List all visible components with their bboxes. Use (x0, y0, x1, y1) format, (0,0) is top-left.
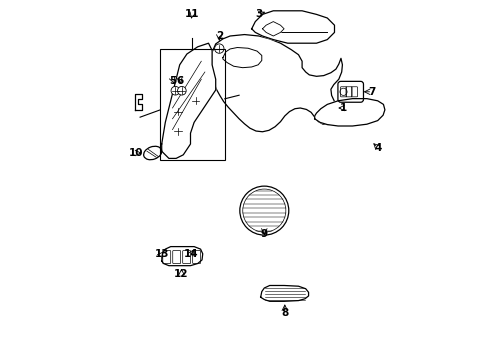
Polygon shape (262, 22, 284, 36)
Text: 13: 13 (154, 249, 169, 259)
Polygon shape (223, 48, 261, 68)
Text: 2: 2 (215, 31, 223, 41)
Text: 8: 8 (281, 308, 288, 318)
Polygon shape (162, 247, 203, 266)
Circle shape (239, 186, 288, 235)
Circle shape (177, 86, 186, 95)
Circle shape (214, 44, 224, 53)
Ellipse shape (143, 146, 162, 160)
Text: 4: 4 (373, 143, 381, 153)
Text: 1: 1 (339, 103, 346, 113)
Text: 6: 6 (177, 76, 183, 86)
Text: 7: 7 (368, 87, 375, 97)
Polygon shape (134, 94, 142, 110)
Text: 14: 14 (183, 249, 198, 259)
Text: 5: 5 (169, 76, 177, 86)
Text: 11: 11 (184, 9, 199, 19)
Text: 3: 3 (255, 9, 262, 19)
FancyBboxPatch shape (337, 81, 363, 102)
Polygon shape (251, 11, 334, 43)
Text: 12: 12 (174, 269, 188, 279)
Circle shape (171, 86, 179, 95)
Bar (160, 49, 224, 160)
Polygon shape (260, 285, 308, 301)
Polygon shape (162, 43, 215, 158)
Text: 9: 9 (260, 229, 267, 239)
Text: 10: 10 (129, 148, 143, 158)
Polygon shape (314, 99, 384, 126)
Polygon shape (212, 35, 342, 132)
